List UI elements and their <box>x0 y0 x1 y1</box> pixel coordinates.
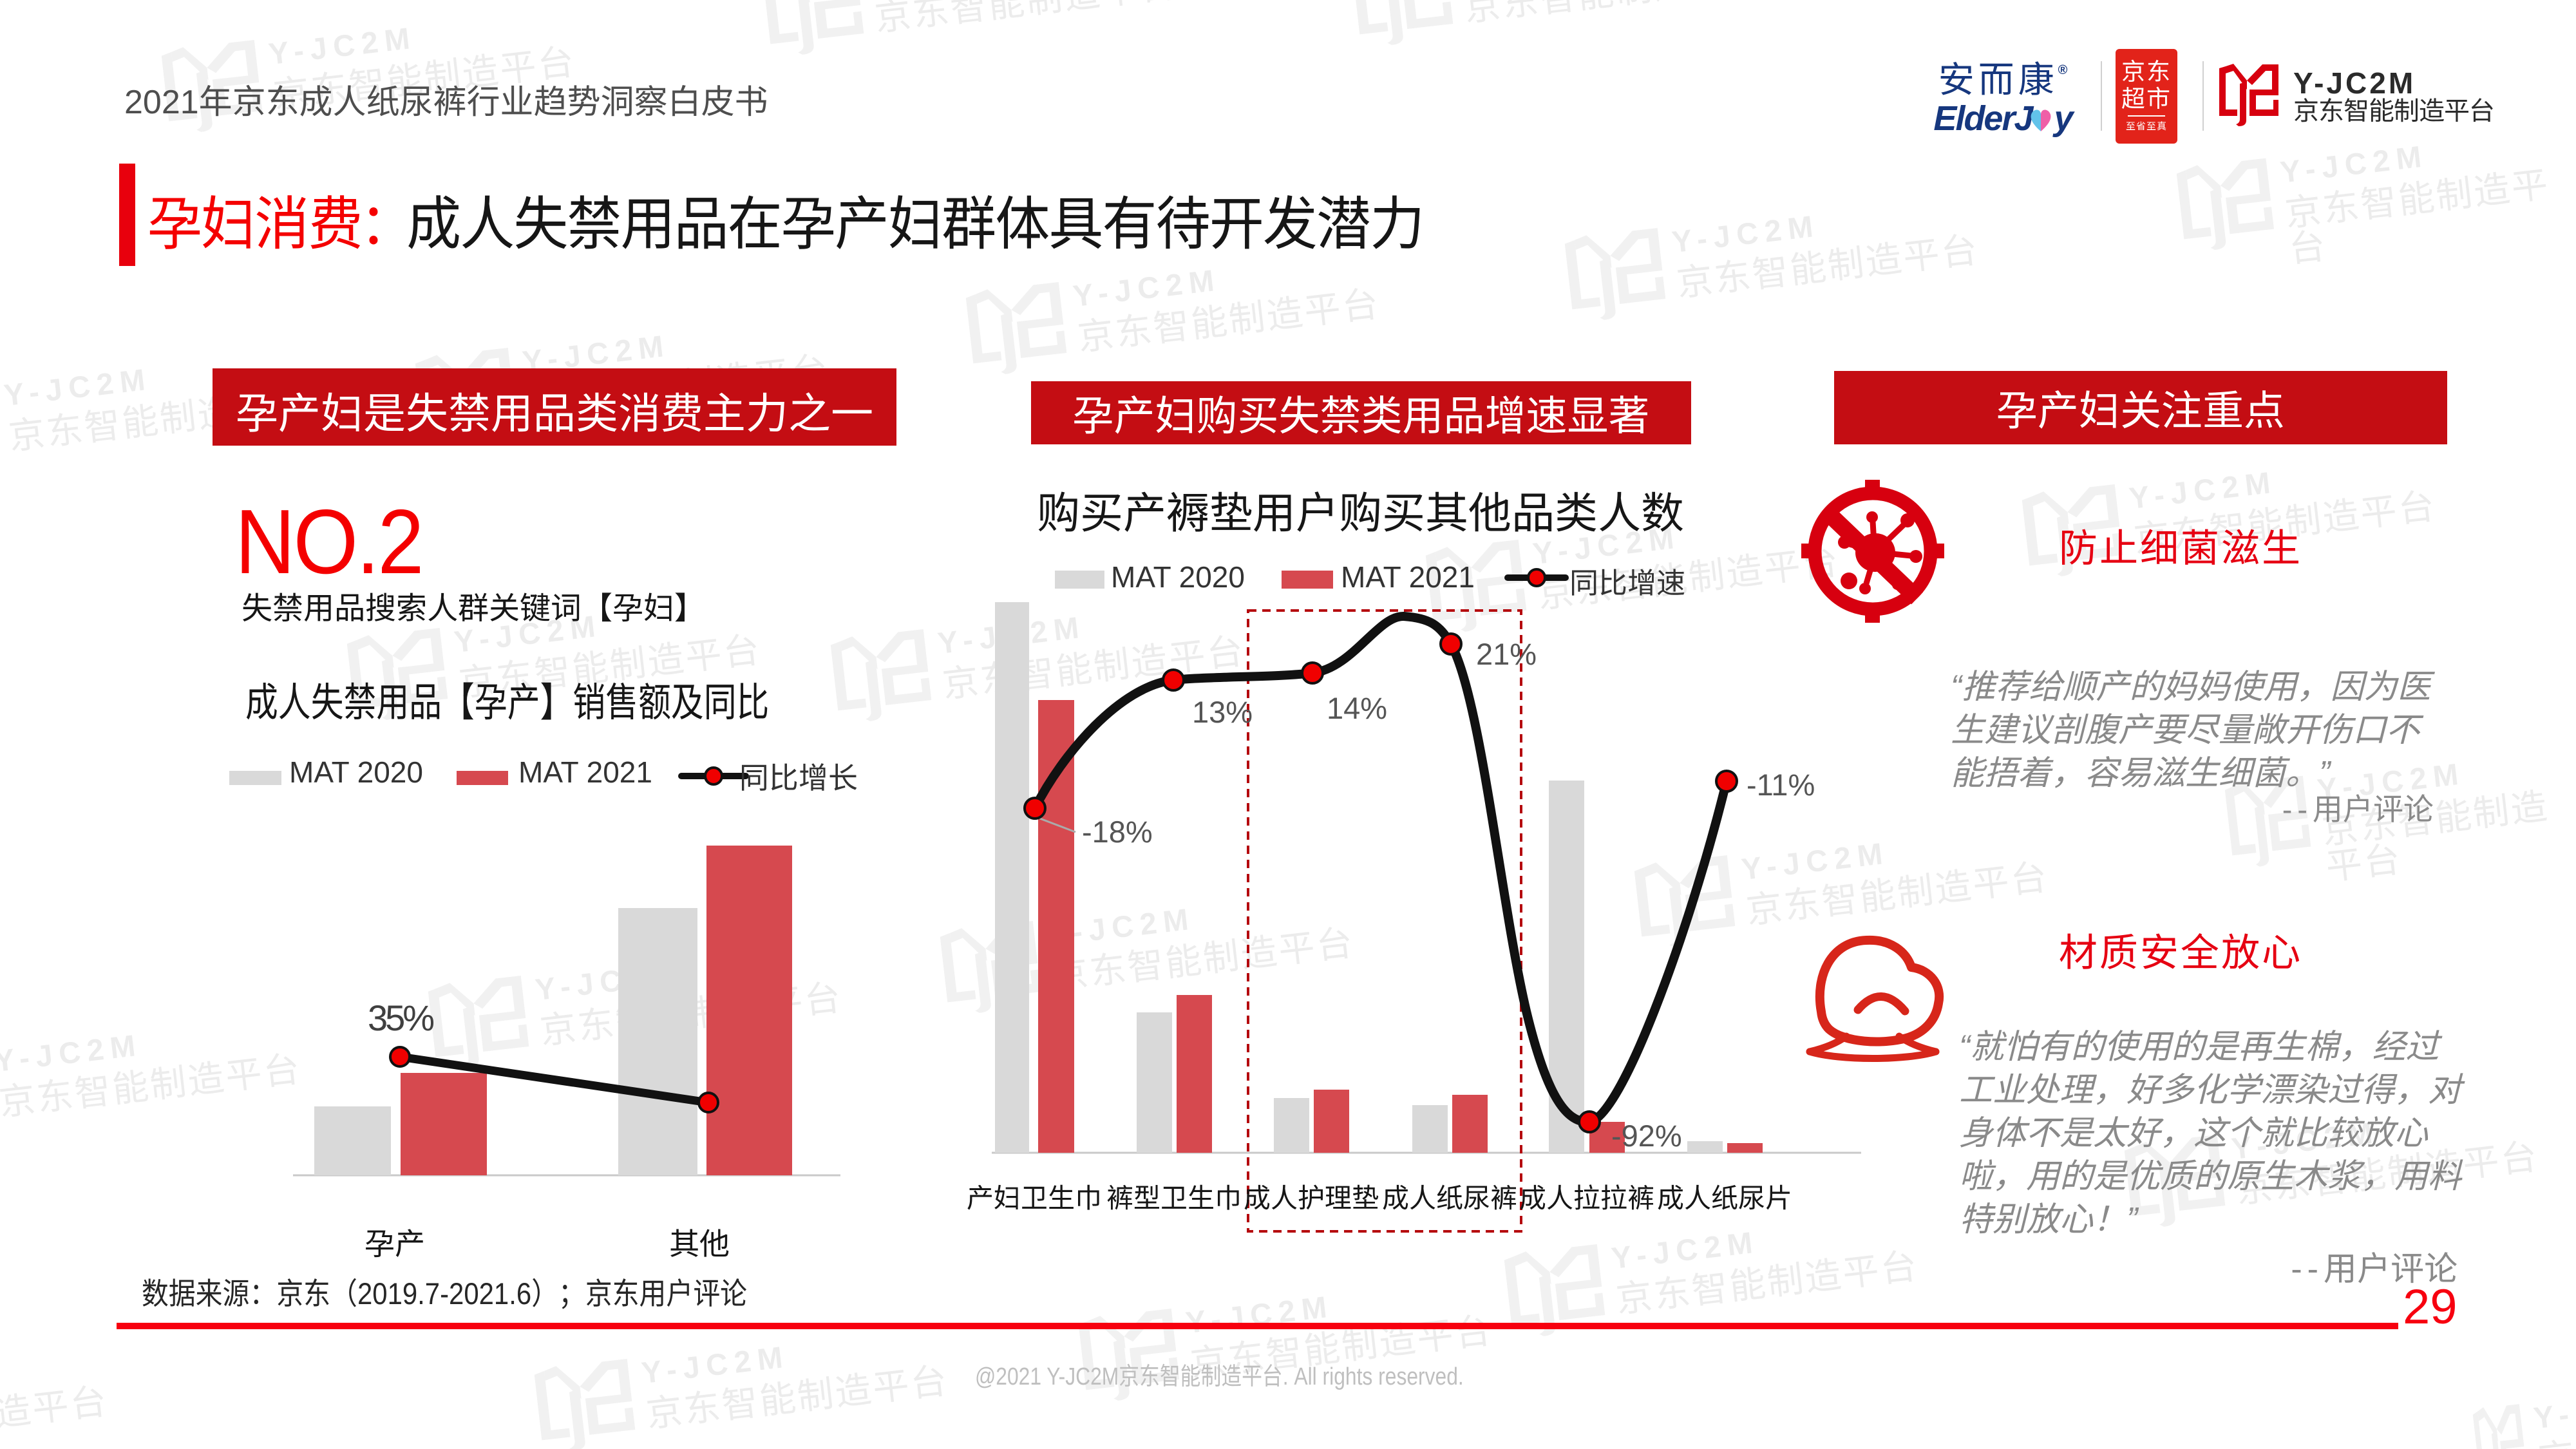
svg-text:21%: 21% <box>1476 637 1537 671</box>
svg-text:-18%: -18% <box>1082 815 1153 849</box>
svg-text:孕产: 孕产 <box>365 1227 425 1261</box>
svg-text:-11%: -11% <box>1747 768 1815 802</box>
svg-text:-92%: -92% <box>1611 1119 1682 1153</box>
svg-text:14%: 14% <box>1327 691 1387 725</box>
svg-text:成人纸尿裤: 成人纸尿裤 <box>1382 1183 1517 1213</box>
svg-text:其他: 其他 <box>669 1227 730 1261</box>
svg-text:裤型卫生巾: 裤型卫生巾 <box>1106 1183 1242 1213</box>
svg-text:13%: 13% <box>1192 695 1253 729</box>
svg-text:产妇卫生巾: 产妇卫生巾 <box>967 1183 1102 1213</box>
svg-text:成人纸尿片: 成人纸尿片 <box>1657 1183 1792 1213</box>
svg-text:成人拉拉裤: 成人拉拉裤 <box>1519 1183 1654 1213</box>
svg-text:35%: 35% <box>368 998 433 1038</box>
svg-text:成人护理垫: 成人护理垫 <box>1244 1183 1379 1213</box>
